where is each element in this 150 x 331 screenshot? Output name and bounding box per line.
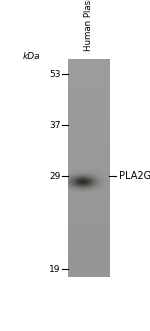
Text: kDa: kDa <box>22 52 40 61</box>
Text: 37: 37 <box>49 120 61 130</box>
Text: PLA2G7: PLA2G7 <box>119 171 150 181</box>
Text: 19: 19 <box>49 264 61 274</box>
Text: 53: 53 <box>49 70 61 79</box>
Text: Human Plasma: Human Plasma <box>84 0 93 51</box>
Text: 29: 29 <box>49 171 61 181</box>
